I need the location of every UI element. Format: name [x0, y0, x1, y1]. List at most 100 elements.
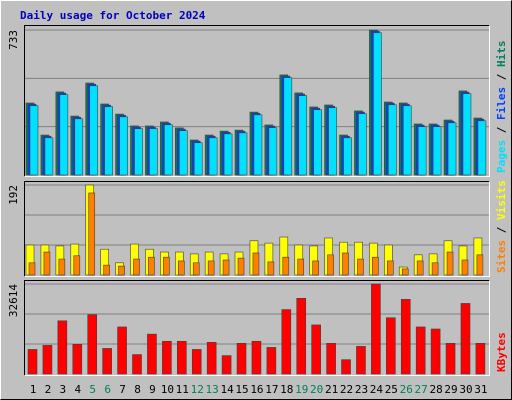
bar — [206, 341, 217, 375]
bar — [415, 326, 426, 375]
bar — [191, 349, 202, 375]
x-tick-label: 9 — [149, 383, 156, 396]
legend-separator: / — [495, 67, 508, 87]
legend-entry: Visits — [495, 180, 508, 220]
x-tick-label: 17 — [265, 383, 278, 396]
bar — [371, 283, 381, 375]
bar — [476, 254, 484, 276]
x-tick-label: 24 — [370, 383, 384, 396]
x-tick-label: 14 — [220, 383, 234, 396]
x-tick-label: 13 — [206, 383, 219, 396]
x-tick-label: 7 — [119, 383, 126, 396]
x-tick-label: 21 — [325, 383, 338, 396]
bar — [134, 128, 143, 176]
bar — [132, 354, 142, 375]
bar — [430, 328, 441, 375]
x-tick-label: 3 — [60, 383, 67, 396]
bar — [164, 124, 173, 176]
bar — [252, 252, 260, 276]
legend-separator: / — [495, 220, 508, 240]
legend-entry: Sites — [495, 240, 508, 273]
bar — [281, 309, 292, 375]
bar — [283, 77, 293, 176]
bar — [266, 347, 277, 375]
bar — [163, 256, 170, 276]
plot-border — [24, 181, 490, 277]
bar — [343, 137, 352, 176]
bar — [296, 298, 307, 375]
bar — [401, 268, 409, 276]
bar — [312, 260, 319, 276]
bar — [462, 93, 472, 176]
bar — [179, 130, 188, 176]
bar — [117, 326, 127, 375]
x-tick-label: 15 — [235, 383, 248, 396]
bar — [400, 299, 411, 375]
legend-entry: Files — [495, 87, 508, 120]
legend-entry: KBytes — [495, 332, 508, 372]
x-tick-label: 6 — [104, 383, 111, 396]
y-tick-label: 32614 — [7, 284, 20, 317]
bar — [386, 317, 396, 375]
x-tick-label: 4 — [74, 383, 81, 396]
x-tick-label: 5 — [89, 383, 96, 396]
bar — [29, 105, 39, 176]
bar — [207, 260, 215, 276]
bar — [236, 343, 247, 375]
x-tick-label: 12 — [191, 383, 204, 396]
bar — [222, 259, 230, 276]
x-tick-label: 2 — [45, 383, 52, 396]
x-tick-label: 10 — [161, 383, 174, 396]
x-tick-label: 26 — [400, 383, 413, 396]
y-tick-label: 733 — [7, 30, 20, 50]
bar — [72, 344, 83, 375]
bar — [44, 137, 54, 176]
bar — [28, 262, 36, 276]
bar — [460, 303, 471, 375]
x-tick-label: 31 — [474, 383, 487, 396]
bar — [358, 113, 367, 176]
x-tick-label: 29 — [444, 383, 457, 396]
x-tick-label: 30 — [459, 383, 472, 396]
legend: Sites / Visits — [495, 180, 508, 273]
bar — [43, 251, 51, 276]
bar — [59, 94, 69, 176]
bar — [432, 126, 442, 176]
plot-border — [24, 280, 490, 376]
bar — [57, 320, 68, 375]
chart-title: Daily usage for October 2024 — [20, 9, 206, 22]
bar — [461, 259, 469, 276]
bar — [268, 127, 278, 176]
bar — [311, 324, 321, 375]
bar — [431, 262, 439, 276]
bar — [267, 261, 275, 276]
bar — [388, 104, 397, 176]
bar — [475, 343, 486, 375]
bar — [177, 340, 187, 375]
bar — [477, 120, 487, 176]
bar — [341, 359, 351, 375]
bar — [402, 105, 412, 176]
bar — [373, 32, 382, 176]
bar — [238, 132, 248, 176]
x-tick-label: 22 — [340, 383, 353, 396]
plot-border — [24, 181, 490, 277]
plot-border — [24, 25, 490, 177]
plot-border — [24, 280, 490, 376]
bar — [149, 128, 158, 176]
bar — [251, 340, 262, 375]
bar — [416, 260, 424, 276]
x-tick-label: 23 — [355, 383, 368, 396]
legend-entry: Pages — [495, 140, 508, 173]
bar — [357, 258, 364, 276]
bar — [356, 346, 366, 375]
x-tick-label: 18 — [280, 383, 293, 396]
x-tick-label: 8 — [134, 383, 141, 396]
bar — [178, 260, 185, 276]
x-tick-label: 20 — [310, 383, 323, 396]
bar — [58, 258, 66, 276]
bar — [297, 258, 305, 276]
bar — [253, 114, 263, 176]
bar — [372, 256, 379, 276]
